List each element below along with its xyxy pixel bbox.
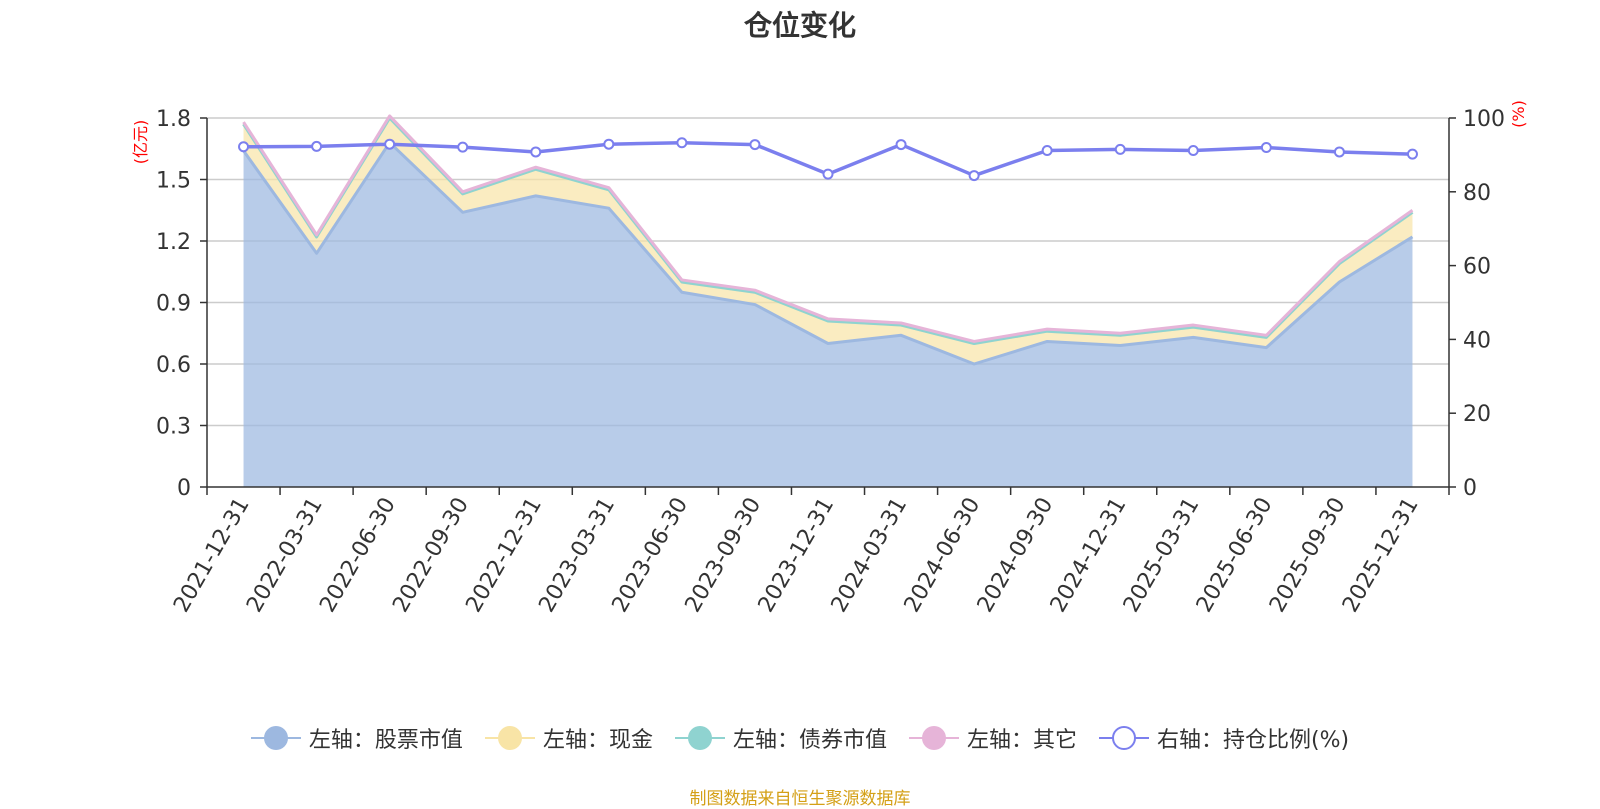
- right-axis-tick-label: 40: [1463, 328, 1491, 353]
- line-point: [311, 140, 323, 152]
- line-point: [238, 141, 250, 153]
- left-axis-tick-label: 0: [177, 476, 191, 501]
- x-axis-tick-label: 2025-03-31: [1119, 494, 1205, 617]
- left-axis-tick-label: 1.2: [156, 230, 191, 255]
- x-axis-tick-label: 2023-06-30: [607, 494, 693, 617]
- x-axis-tick-label: 2022-09-30: [388, 494, 474, 617]
- legend-item[interactable]: 左轴：债券市值: [674, 722, 887, 754]
- right-axis-unit-label: (%): [1509, 100, 1528, 128]
- x-axis-tick-label: 2025-06-30: [1192, 494, 1278, 617]
- line-point: [1260, 142, 1272, 154]
- legend-label: 右轴：持仓比例(%): [1156, 728, 1350, 753]
- legend-label: 左轴：股票市值: [308, 728, 463, 753]
- legend: 左轴：股票市值 左轴：现金 左轴：债券市值 左轴：其它 右轴：持仓比例(%): [0, 722, 1600, 754]
- area-左轴：股票市值: [243, 142, 1413, 487]
- data-source-note: 制图数据来自恒生聚源数据库: [689, 789, 911, 809]
- x-axis-tick-label: 2023-12-31: [754, 494, 840, 617]
- line-point: [1114, 143, 1126, 155]
- left-axis-tick-label: 1.5: [156, 169, 191, 194]
- area-左轴：现金: [243, 118, 1413, 364]
- x-axis-tick-label: 2024-03-31: [827, 494, 913, 617]
- left-axis-tick-label: 0.3: [156, 415, 191, 440]
- line-point: [1187, 144, 1199, 156]
- x-axis-tick-label: 2025-09-30: [1265, 494, 1351, 617]
- left-axis-tick-label: 0.6: [156, 353, 191, 378]
- legend-label: 左轴：其它: [966, 728, 1077, 753]
- legend-symbol-icon: [250, 725, 301, 751]
- left-axis-unit-label: (亿元): [131, 120, 150, 165]
- line-point: [968, 170, 980, 182]
- right-axis-tick-label: 80: [1463, 181, 1491, 206]
- line-point: [457, 141, 469, 153]
- legend-item[interactable]: 左轴：其它: [908, 722, 1077, 754]
- chart-title: 仓位变化: [743, 9, 856, 42]
- legend-symbol-icon: [1098, 725, 1149, 751]
- legend-symbol-icon: [484, 725, 535, 751]
- area-line-左轴：股票市值: [242, 141, 1414, 366]
- legend-label: 左轴：债券市值: [732, 728, 887, 753]
- legend-item[interactable]: 右轴：持仓比例(%): [1098, 722, 1350, 754]
- legend-label: 左轴：现金: [542, 728, 653, 753]
- x-axis-tick-label: 2024-12-31: [1046, 494, 1132, 617]
- line-point: [895, 139, 907, 151]
- x-axis-tick-label: 2023-09-30: [681, 494, 767, 617]
- legend-symbol-icon: [674, 725, 725, 751]
- x-axis-tick-label: 2021-12-31: [169, 494, 255, 617]
- line-point: [1333, 146, 1345, 158]
- legend-item[interactable]: 左轴：股票市值: [250, 722, 463, 754]
- right-axis-tick-label: 20: [1463, 402, 1491, 427]
- line-point: [1406, 148, 1418, 160]
- legend-item[interactable]: 左轴：现金: [484, 722, 653, 754]
- x-axis-tick-label: 2024-09-30: [973, 494, 1059, 617]
- left-axis-tick-label: 0.9: [156, 292, 191, 317]
- x-axis-tick-label: 2022-06-30: [315, 494, 401, 617]
- line-point: [1041, 144, 1053, 156]
- right-axis-tick-label: 100: [1463, 107, 1505, 132]
- line-point: [749, 139, 761, 151]
- legend-symbol-icon: [908, 725, 959, 751]
- line-point: [384, 138, 396, 150]
- x-axis-tick-label: 2025-12-31: [1338, 494, 1424, 617]
- x-axis-tick-label: 2022-03-31: [242, 494, 328, 617]
- line-point: [676, 137, 688, 149]
- right-axis-tick-label: 0: [1463, 476, 1477, 501]
- x-axis-tick-label: 2022-12-31: [461, 494, 547, 617]
- line-point: [530, 146, 542, 158]
- line-point: [822, 168, 834, 180]
- area-line-左轴：其它: [242, 114, 1414, 343]
- left-axis-tick-label: 1.8: [156, 107, 191, 132]
- x-axis-tick-label: 2023-03-31: [534, 494, 620, 617]
- x-axis-tick-label: 2024-06-30: [900, 494, 986, 617]
- right-axis-tick-label: 60: [1463, 255, 1491, 280]
- line-point: [603, 138, 615, 150]
